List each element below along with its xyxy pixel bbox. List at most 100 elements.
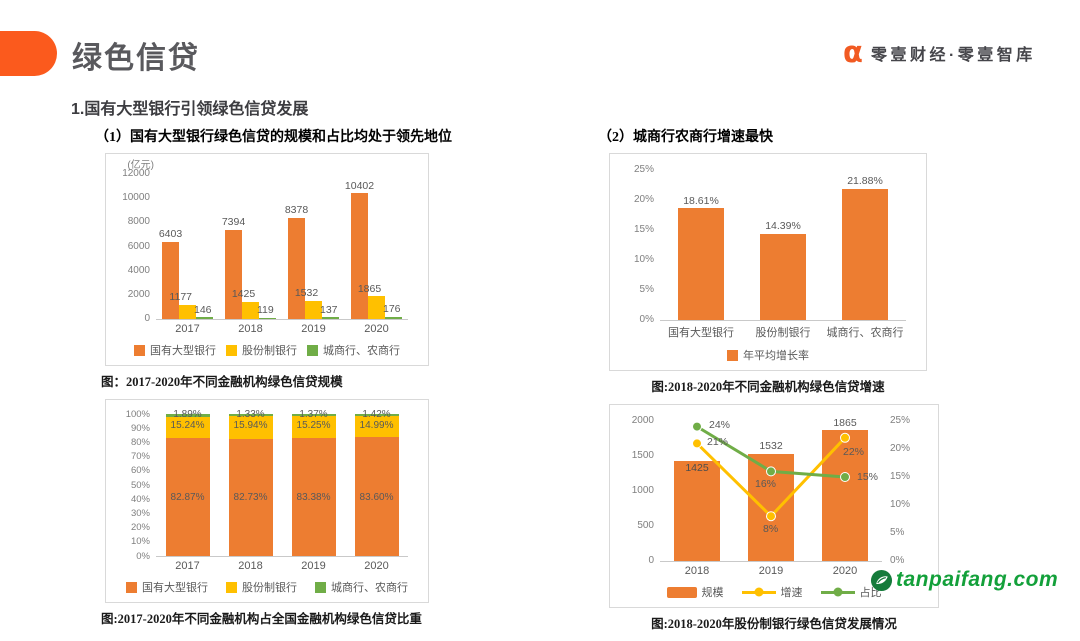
y-axis-tick: 10000 — [122, 192, 150, 204]
bar-value-label: 1177 — [169, 291, 193, 304]
bar-group: 18.61% — [678, 170, 724, 320]
tanpaifang-icon — [870, 569, 893, 591]
bar-value-label: 18.61% — [683, 194, 719, 207]
x-category-label: 2017 — [175, 560, 200, 572]
watermark: tanpaifang.com — [870, 568, 1058, 592]
y-axis-tick: 12000 — [122, 168, 150, 179]
right-y-axis-tick: 10% — [890, 499, 911, 510]
bar-group: 7394 1425 119 — [221, 174, 276, 319]
y-axis-tick: 2000 — [127, 288, 150, 300]
x-axis-labels: 2017 2018 2019 2020 — [156, 323, 408, 335]
chart-legend: 规模 增速 占比 — [618, 577, 930, 603]
watermark-text: tanpaifang.com — [896, 568, 1059, 591]
legend-swatch — [226, 344, 237, 356]
legend-item: 占比 — [820, 584, 882, 600]
bar: 119 — [257, 305, 276, 319]
bar: 176 — [383, 304, 402, 319]
bar-value-label: 137 — [320, 303, 338, 316]
x-category-label: 2020 — [832, 565, 858, 577]
y-axis-tick: 80% — [130, 436, 150, 448]
bar-value-label: 176 — [383, 303, 401, 316]
x-axis-labels: 2017 2018 2019 2020 — [156, 560, 408, 572]
bar-group: 1425 — [674, 421, 720, 561]
segment-value-label: 83.60% — [359, 491, 394, 503]
page-title: 绿色信贷 — [72, 42, 200, 75]
stacked-bar: 82.87% 15.24% 1.89% — [165, 409, 210, 556]
bar-segment — [165, 414, 210, 417]
right-y-axis-tick: 20% — [890, 443, 911, 454]
y-axis-tick: 10% — [130, 536, 150, 548]
legend-label: 增速 — [780, 587, 803, 599]
legend-line-swatch — [741, 587, 776, 597]
bar-group: 6403 1177 146 — [159, 174, 213, 319]
bar-segment — [228, 438, 273, 556]
bar-value-label: 119 — [257, 304, 274, 317]
bar-segment — [165, 438, 210, 556]
x-category-label: 2019 — [301, 560, 326, 572]
left-column: （1）国有大型银行绿色信贷的规模和占比均处于领先地位 (亿元) 0 2000 4000… — [95, 126, 452, 636]
legend-swatch — [134, 344, 145, 356]
right-column: （2）城商行农商行增速最快 0% 5% 10% 15% 20% 25% 18.61% 14.3… — [598, 126, 943, 641]
legend-item: 城商行、农商行 — [315, 579, 408, 595]
y-axis-tick: 20% — [130, 521, 150, 533]
legend-label: 城商行、农商行 — [323, 345, 400, 357]
legend-item: 国有大型银行 — [126, 579, 208, 595]
bar-segment — [354, 414, 399, 417]
legend-swatch — [126, 581, 137, 593]
bar: 1177 — [169, 292, 196, 319]
y-axis-tick: 10% — [633, 254, 654, 265]
legend-label: 年平均增长率 — [743, 350, 809, 362]
legend-item: 股份制银行 — [226, 342, 297, 358]
right-y-axis-tick: 15% — [890, 471, 911, 482]
bar-value-label: 8378 — [284, 204, 309, 217]
bar-value-label: 7394 — [221, 216, 246, 229]
legend-swatch — [727, 349, 738, 361]
bar-segment — [228, 415, 273, 439]
bar-value-label: 14.39% — [765, 220, 801, 233]
y-axis-tick: 1500 — [631, 450, 654, 461]
segment-value-label: 1.37% — [299, 408, 328, 420]
bar: 10402 — [345, 181, 374, 319]
data-point-marker — [766, 511, 776, 522]
bar: 6403 — [159, 229, 182, 319]
bar-segment — [354, 416, 399, 438]
legend-item: 增速 — [741, 584, 803, 600]
y-axis-tick: 20% — [633, 194, 654, 205]
bars-region: 6403 1177 146 7394 1425 119 8378 1532 137 10402 18… — [156, 174, 408, 319]
chart-credit-share-panel: 0% 10% 20% 30% 40% 50% 60% 70% 80% 90% 100% 82.87% 1… — [105, 399, 429, 603]
right-y-axis-tick: 5% — [890, 527, 905, 538]
bar-value-label: 1425 — [685, 462, 709, 475]
chart-caption-combo: 图:2018-2020年股份制银行绿色信贷发展情况 — [651, 617, 897, 631]
data-point-marker — [840, 472, 850, 482]
x-category-label: 2020 — [364, 323, 389, 335]
chart-credit-scale-panel: (亿元) 0 2000 4000 6000 8000 10000 12000 6403 1177 1… — [105, 153, 429, 366]
segment-value-label: 83.38% — [296, 491, 331, 503]
bar-segment — [291, 415, 336, 438]
subheading-2: （2）城商行农商行增速最快 — [598, 130, 773, 145]
x-category-label: 2018 — [238, 323, 263, 335]
y-axis-tick: 100% — [125, 408, 150, 420]
bar: 8378 — [285, 205, 308, 319]
plot-area: (亿元) 0 2000 4000 6000 8000 10000 12000 6403 1177 1… — [122, 161, 408, 324]
title-accent-pill — [0, 31, 57, 76]
bar-segment — [165, 416, 210, 439]
x-category-label: 城商行、农商行 — [826, 327, 904, 339]
segment-value-label: 14.99% — [359, 420, 394, 432]
x-category-label: 2018 — [684, 565, 710, 577]
y-axis-tick: 50% — [130, 479, 150, 491]
legend-bar-swatch — [666, 586, 697, 598]
legend-swatch — [307, 344, 318, 356]
segment-value-label: 1.33% — [236, 408, 265, 420]
legend-label: 股份制银行 — [242, 345, 297, 357]
y-axis-tick: 25% — [633, 164, 654, 175]
x-category-label: 2019 — [758, 565, 784, 577]
bar-segment — [228, 414, 273, 416]
brand-logo: α 零壹财经·零壹智库 — [843, 38, 1036, 67]
y-axis-tick: 6000 — [127, 240, 150, 252]
chart-growth-rate-panel: 0% 5% 10% 15% 20% 25% 18.61% 14.39% 21.88% 国有大型银… — [609, 153, 927, 371]
legend-label: 占比 — [859, 587, 882, 599]
x-axis-labels: 国有大型银行 股份制银行 城商行、农商行 — [660, 324, 906, 340]
bar-value-label: 21.88% — [847, 175, 883, 188]
y-axis-tick: 40% — [130, 493, 150, 505]
bar-segment — [291, 414, 336, 416]
